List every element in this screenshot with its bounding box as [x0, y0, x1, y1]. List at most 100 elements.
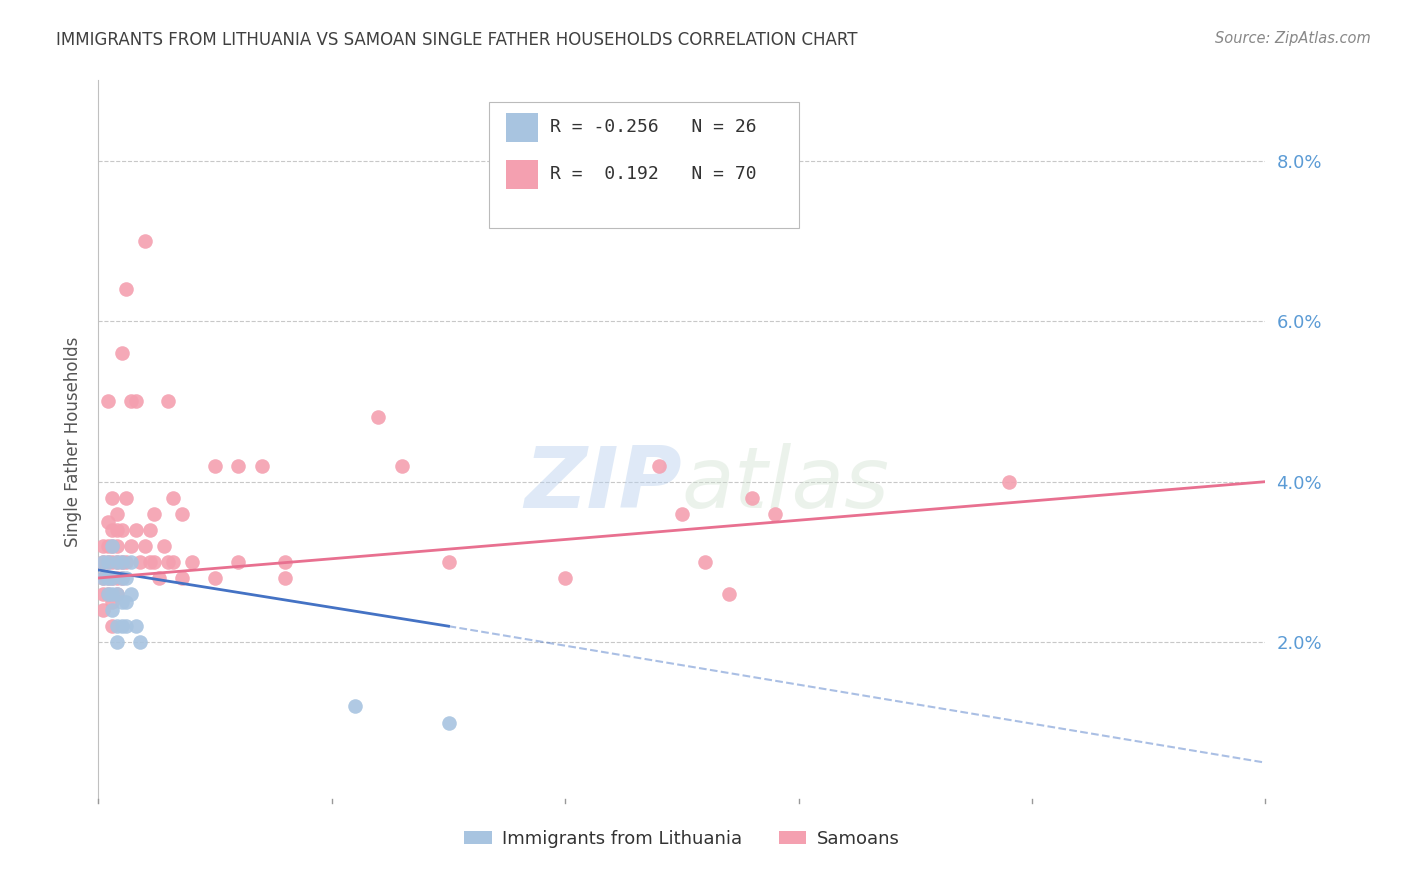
Point: [162, 491, 184, 505]
Point: [97, 587, 120, 601]
Point: [115, 491, 138, 505]
Text: Source: ZipAtlas.com: Source: ZipAtlas.com: [1215, 31, 1371, 46]
Point: [134, 539, 156, 553]
Point: [105, 635, 128, 649]
Point: [180, 555, 202, 569]
Point: [120, 587, 142, 601]
Point: [105, 507, 128, 521]
Point: [105, 523, 128, 537]
Text: R =  0.192   N = 70: R = 0.192 N = 70: [550, 165, 756, 183]
Point: [101, 491, 124, 505]
Text: ZIP: ZIP: [524, 443, 682, 526]
Point: [101, 571, 124, 585]
Point: [111, 523, 134, 537]
Point: [228, 555, 250, 569]
Point: [204, 458, 226, 473]
Text: IMMIGRANTS FROM LITHUANIA VS SAMOAN SINGLE FATHER HOUSEHOLDS CORRELATION CHART: IMMIGRANTS FROM LITHUANIA VS SAMOAN SING…: [56, 31, 858, 49]
Point: [115, 555, 138, 569]
Point: [91, 539, 114, 553]
Point: [143, 507, 166, 521]
Point: [125, 523, 148, 537]
Point: [101, 587, 124, 601]
Point: [143, 555, 166, 569]
Point: [120, 555, 142, 569]
Point: [111, 619, 134, 633]
Point: [152, 539, 174, 553]
Point: [157, 394, 180, 409]
Point: [763, 507, 786, 521]
Point: [162, 555, 184, 569]
Point: [172, 571, 194, 585]
Point: [437, 715, 460, 730]
Point: [129, 635, 152, 649]
Point: [157, 555, 180, 569]
Point: [97, 587, 120, 601]
Point: [204, 571, 226, 585]
Point: [228, 458, 250, 473]
Point: [101, 619, 124, 633]
Point: [717, 587, 740, 601]
Point: [105, 539, 128, 553]
Text: R = -0.256   N = 26: R = -0.256 N = 26: [550, 119, 756, 136]
Point: [97, 571, 120, 585]
Point: [129, 555, 152, 569]
Point: [125, 394, 148, 409]
Point: [115, 619, 138, 633]
Point: [101, 539, 124, 553]
Text: atlas: atlas: [682, 443, 890, 526]
Point: [367, 410, 389, 425]
Point: [554, 571, 576, 585]
Point: [97, 394, 120, 409]
FancyBboxPatch shape: [506, 112, 538, 142]
Point: [437, 555, 460, 569]
Point: [111, 555, 134, 569]
Point: [250, 458, 273, 473]
Point: [671, 507, 693, 521]
Point: [120, 394, 142, 409]
Point: [274, 571, 297, 585]
Point: [105, 571, 128, 585]
Point: [91, 587, 114, 601]
Point: [148, 571, 170, 585]
Point: [105, 587, 128, 601]
Point: [91, 571, 114, 585]
Point: [97, 571, 120, 585]
Point: [91, 571, 114, 585]
Point: [97, 539, 120, 553]
Point: [105, 587, 128, 601]
Point: [139, 555, 162, 569]
FancyBboxPatch shape: [489, 102, 799, 228]
Point: [97, 555, 120, 569]
Point: [91, 603, 114, 617]
Point: [115, 571, 138, 585]
Point: [274, 555, 297, 569]
Point: [101, 523, 124, 537]
Point: [101, 603, 124, 617]
Point: [120, 539, 142, 553]
Point: [111, 555, 134, 569]
Point: [172, 507, 194, 521]
Point: [91, 555, 114, 569]
Point: [391, 458, 413, 473]
Point: [647, 458, 669, 473]
Point: [97, 555, 120, 569]
Point: [101, 555, 124, 569]
Point: [105, 555, 128, 569]
Point: [125, 619, 148, 633]
Point: [101, 595, 124, 609]
Point: [105, 619, 128, 633]
Point: [115, 595, 138, 609]
Point: [111, 595, 134, 609]
Point: [741, 491, 763, 505]
Point: [134, 234, 156, 248]
Point: [97, 515, 120, 529]
Point: [111, 571, 134, 585]
Point: [111, 571, 134, 585]
Y-axis label: Single Father Households: Single Father Households: [63, 336, 82, 547]
Point: [105, 555, 128, 569]
Point: [695, 555, 717, 569]
FancyBboxPatch shape: [506, 160, 538, 189]
Point: [91, 555, 114, 569]
Point: [139, 523, 162, 537]
Point: [344, 699, 367, 714]
